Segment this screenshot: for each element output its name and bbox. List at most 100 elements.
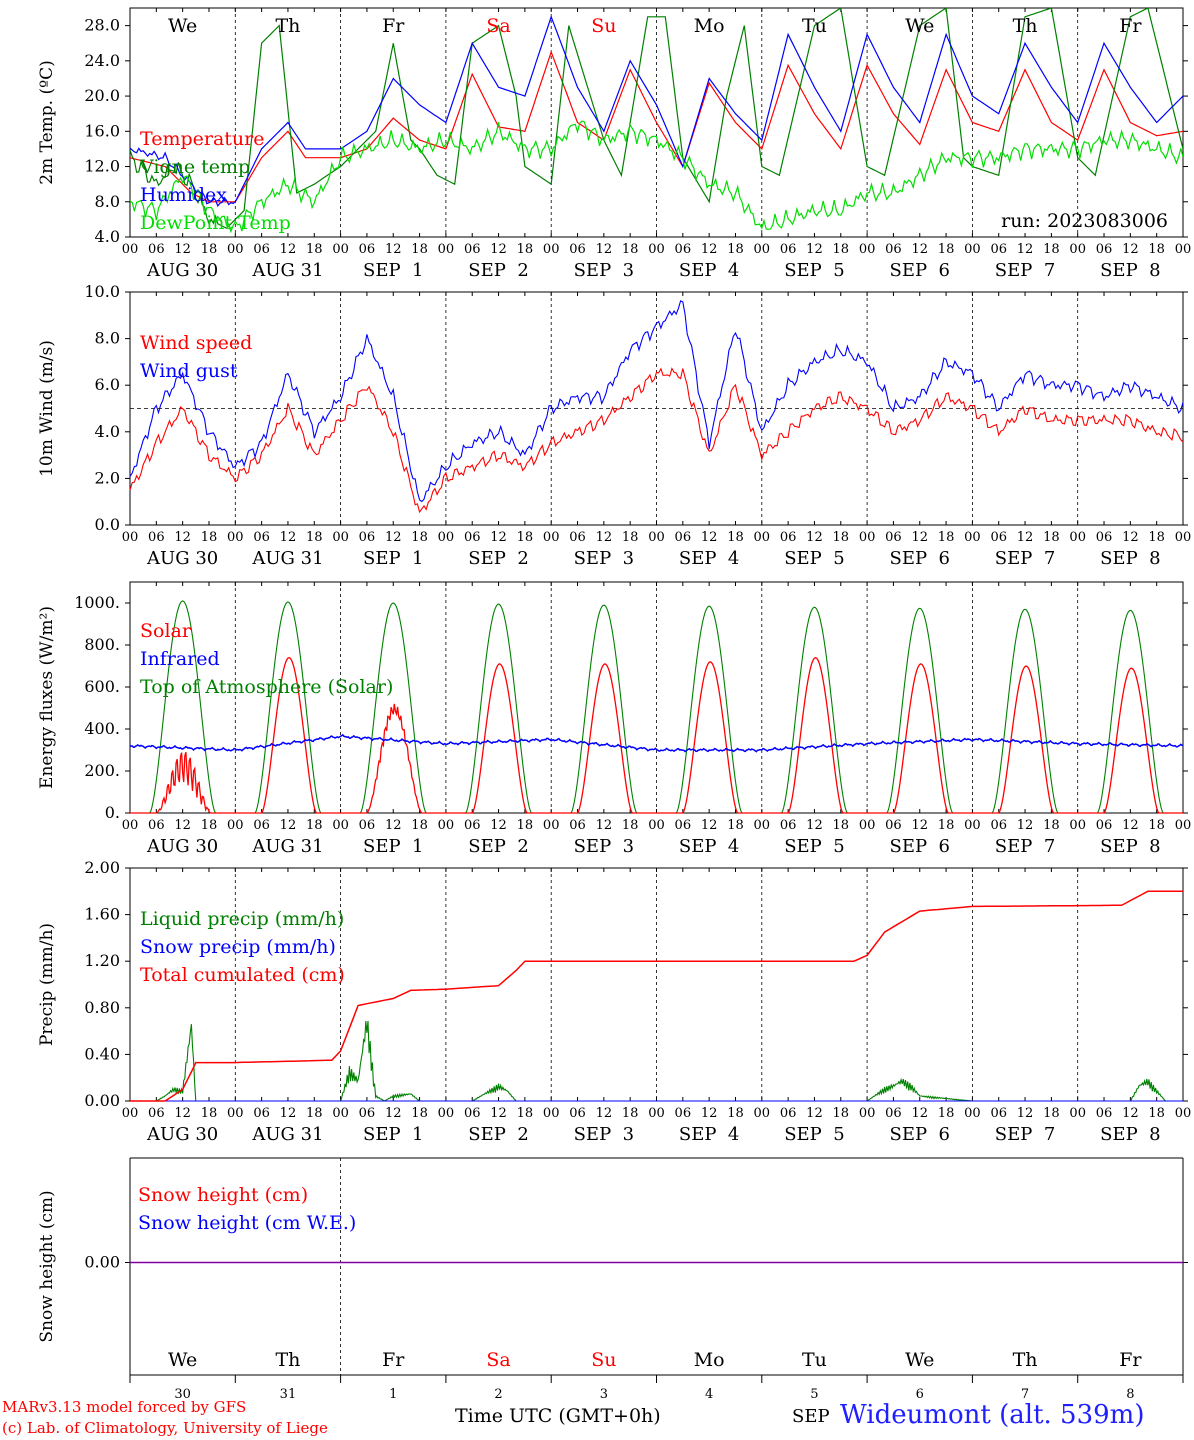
hour-tick-label: 00	[332, 530, 349, 545]
legend-vigne-temp: Vigne temp	[139, 156, 250, 178]
hour-tick-label: 18	[727, 1106, 744, 1121]
hour-tick-label: 12	[1017, 530, 1034, 545]
hour-tick-label: 00	[964, 1106, 981, 1121]
y-tick-label: 800.	[84, 635, 120, 654]
day-number: 4	[705, 1387, 713, 1402]
hour-tick-label: 00	[1069, 530, 1086, 545]
day-name: Mo	[694, 15, 725, 37]
hour-tick-label: 00	[648, 242, 665, 257]
panel-1: 00 06 12 18 00 06 12 18 00 06 12 18 00 06 12 18 00 06 12 18…	[37, 7, 1191, 281]
day-name: Mo	[694, 1349, 725, 1371]
hour-tick-label: 06	[885, 530, 902, 545]
hour-tick-label: 00	[1069, 1106, 1086, 1121]
hour-tick-label: 12	[490, 530, 507, 545]
hour-tick-label: 18	[306, 530, 323, 545]
y-axis-label: Snow height (cm)	[37, 1190, 57, 1342]
hour-tick-label: 06	[148, 242, 165, 257]
hour-tick-label: 06	[1096, 818, 1113, 833]
month-label: SEP	[792, 1406, 830, 1427]
date-label: SEP 4	[679, 548, 739, 569]
date-label: SEP 1	[363, 260, 423, 281]
day-name: Th	[275, 1349, 300, 1371]
hour-tick-label: 00	[122, 1106, 139, 1121]
date-label: SEP 6	[890, 836, 950, 857]
y-axis-label: 2m Temp. (ºC)	[37, 60, 57, 185]
date-label: AUG 30	[146, 548, 218, 569]
hour-tick-label: 00	[122, 530, 139, 545]
day-number: 3	[600, 1387, 608, 1402]
hour-tick-label: 12	[385, 242, 402, 257]
hour-tick-label: 18	[622, 1106, 639, 1121]
hour-tick-label: 00	[122, 242, 139, 257]
panel-3: 00 06 12 18 00 06 12 18 00 06 12 18 00 06 12 18 00 06 12 18…	[37, 581, 1191, 857]
date-label: AUG 31	[251, 836, 323, 857]
date-label: SEP 5	[784, 836, 844, 857]
day-name: Th	[1013, 1349, 1038, 1371]
hour-tick-label: 12	[806, 818, 823, 833]
hour-tick-label: 12	[701, 1106, 718, 1121]
hour-tick-label: 06	[675, 242, 692, 257]
y-tick-label: 0.80	[84, 998, 120, 1017]
day-name: Th	[1013, 15, 1038, 37]
day-name: Tu	[802, 1349, 827, 1371]
y-tick-label: 200.	[84, 761, 120, 780]
hour-tick-label: 18	[1043, 1106, 1060, 1121]
date-label: SEP 5	[784, 548, 844, 569]
hour-tick-label: 00	[227, 242, 244, 257]
hour-tick-label: 18	[938, 818, 955, 833]
hour-tick-label: 06	[148, 530, 165, 545]
hour-tick-label: 12	[911, 530, 928, 545]
hour-tick-label: 18	[306, 818, 323, 833]
hour-tick-label: 06	[359, 818, 376, 833]
hour-tick-label: 06	[148, 818, 165, 833]
hour-tick-label: 00	[964, 242, 981, 257]
hour-tick-label: 18	[833, 530, 850, 545]
hour-tick-label: 00	[332, 1106, 349, 1121]
hour-tick-label: 00	[859, 1106, 876, 1121]
hour-tick-label: 06	[675, 818, 692, 833]
date-label: AUG 30	[146, 1124, 218, 1145]
hour-tick-label: 06	[253, 1106, 270, 1121]
date-label: SEP 3	[574, 548, 634, 569]
copyright-credit: (c) Lab. of Climatology, University of L…	[2, 1419, 328, 1437]
day-number: 2	[494, 1387, 502, 1402]
date-label: SEP 4	[679, 836, 739, 857]
hour-tick-label: 12	[1017, 242, 1034, 257]
hour-tick-label: 18	[411, 242, 428, 257]
legend-wind-speed: Wind speed	[140, 332, 252, 354]
hour-tick-label: 12	[280, 818, 297, 833]
day-name: We	[168, 15, 197, 37]
hour-tick-label: 18	[1043, 530, 1060, 545]
hour-tick-label: 00	[122, 818, 139, 833]
legend-infrared: Infrared	[140, 648, 220, 670]
date-label: SEP 2	[468, 1124, 528, 1145]
legend-humidex: Humidex	[140, 184, 227, 206]
hour-tick-label: 00	[648, 1106, 665, 1121]
series-line-temperature	[130, 50, 1183, 203]
legend-top-of-atmosphere-solar-: Top of Atmosphere (Solar)	[140, 676, 393, 698]
date-label: SEP 7	[995, 548, 1055, 569]
hour-tick-label: 12	[701, 242, 718, 257]
hour-tick-label: 00	[1069, 818, 1086, 833]
hour-tick-label: 12	[701, 530, 718, 545]
hour-tick-label: 00	[543, 530, 560, 545]
hour-tick-label: 00	[1175, 1106, 1192, 1121]
hour-tick-label: 00	[1069, 242, 1086, 257]
hour-tick-label: 00	[438, 1106, 455, 1121]
hour-tick-label: 18	[833, 1106, 850, 1121]
date-label: SEP 6	[890, 260, 950, 281]
hour-tick-label: 12	[806, 242, 823, 257]
date-label: SEP 8	[1100, 260, 1160, 281]
station-label: Wideumont (alt. 539m)	[840, 1400, 1145, 1430]
hour-tick-label: 06	[780, 1106, 797, 1121]
hour-tick-label: 12	[1122, 242, 1139, 257]
hour-tick-label: 12	[1122, 818, 1139, 833]
day-number: 7	[1021, 1387, 1029, 1402]
hour-tick-label: 06	[990, 242, 1007, 257]
date-label: SEP 1	[363, 548, 423, 569]
hour-tick-label: 12	[385, 1106, 402, 1121]
hour-tick-label: 18	[938, 1106, 955, 1121]
date-label: SEP 5	[784, 260, 844, 281]
day-name: Sa	[486, 15, 510, 37]
